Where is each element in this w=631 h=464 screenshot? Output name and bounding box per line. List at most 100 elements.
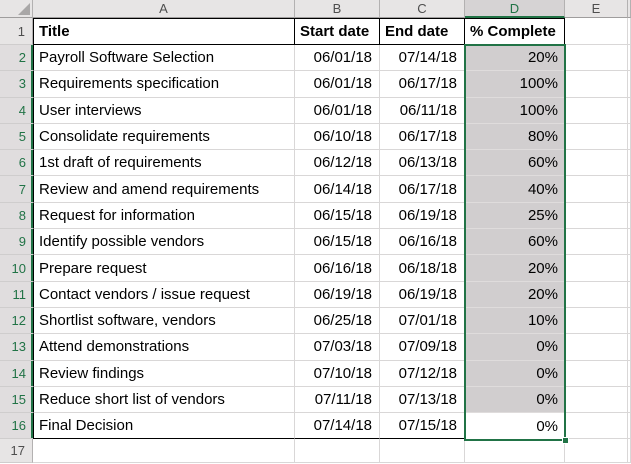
- cell-start-date[interactable]: 06/01/18: [295, 97, 380, 124]
- cell-empty[interactable]: [565, 45, 628, 72]
- cell-end-date[interactable]: 07/01/18: [380, 307, 465, 335]
- row-header[interactable]: 13: [0, 334, 33, 361]
- cell-percent[interactable]: 60%: [465, 150, 565, 177]
- cell-start-date[interactable]: 06/15/18: [295, 229, 380, 256]
- cell-percent[interactable]: 20%: [465, 281, 565, 308]
- header-cell-percent-complete[interactable]: % Complete: [465, 18, 565, 45]
- cell-title[interactable]: Payroll Software Selection: [33, 45, 295, 72]
- header-cell-title[interactable]: Title: [33, 18, 295, 45]
- fill-handle[interactable]: [562, 437, 569, 444]
- column-header-e[interactable]: E: [565, 0, 628, 18]
- cell-title[interactable]: Final Decision: [33, 413, 295, 440]
- row-header[interactable]: 6: [0, 150, 33, 177]
- cell-percent[interactable]: 20%: [465, 255, 565, 282]
- cell-title[interactable]: 1st draft of requirements: [33, 150, 295, 177]
- row-header[interactable]: 1: [0, 18, 33, 45]
- cell-empty[interactable]: [565, 281, 628, 308]
- row-header[interactable]: 9: [0, 229, 33, 256]
- cell-start-date[interactable]: 07/03/18: [295, 334, 380, 361]
- cell-empty[interactable]: [565, 360, 628, 387]
- cell-start-date[interactable]: 06/12/18: [295, 150, 380, 177]
- cell-percent[interactable]: 60%: [465, 229, 565, 256]
- cell-empty[interactable]: [565, 307, 628, 335]
- cell-title[interactable]: Reduce short list of vendors: [33, 386, 295, 414]
- cell-end-date[interactable]: 06/18/18: [380, 255, 465, 282]
- cell-start-date[interactable]: 06/15/18: [295, 202, 380, 230]
- column-header-d-selected[interactable]: D: [465, 0, 565, 18]
- column-header-a[interactable]: A: [33, 0, 295, 18]
- row-header[interactable]: 14: [0, 360, 33, 387]
- cell-percent[interactable]: 0%: [465, 413, 565, 440]
- cell-start-date[interactable]: 06/01/18: [295, 45, 380, 72]
- column-header-b[interactable]: B: [295, 0, 380, 18]
- select-all-corner[interactable]: [0, 0, 33, 18]
- cell-empty[interactable]: [565, 202, 628, 230]
- cell-percent[interactable]: 0%: [465, 334, 565, 361]
- cell-empty[interactable]: [565, 386, 628, 414]
- row-header[interactable]: 16: [0, 413, 33, 440]
- cell-percent[interactable]: [465, 439, 565, 464]
- cell-title[interactable]: Contact vendors / issue request: [33, 281, 295, 308]
- row-header[interactable]: 10: [0, 255, 33, 282]
- cell-end-date[interactable]: 07/15/18: [380, 413, 465, 440]
- cell-start-date[interactable]: 06/25/18: [295, 307, 380, 335]
- cell-end-date[interactable]: 07/09/18: [380, 334, 465, 361]
- row-header[interactable]: 15: [0, 386, 33, 414]
- cell-percent[interactable]: 10%: [465, 307, 565, 335]
- cell-end-date[interactable]: 06/11/18: [380, 97, 465, 124]
- cell-empty[interactable]: [565, 413, 628, 440]
- header-cell-end-date[interactable]: End date: [380, 18, 465, 45]
- cell-empty[interactable]: [565, 150, 628, 177]
- cell-start-date[interactable]: 06/10/18: [295, 123, 380, 151]
- row-header[interactable]: 17: [0, 439, 33, 464]
- cell-title[interactable]: Attend demonstrations: [33, 334, 295, 361]
- header-cell-start-date[interactable]: Start date: [295, 18, 380, 45]
- row-header[interactable]: 2: [0, 45, 33, 72]
- cell-end-date[interactable]: 06/19/18: [380, 281, 465, 308]
- cell-start-date[interactable]: 07/14/18: [295, 413, 380, 440]
- cell-title[interactable]: Review findings: [33, 360, 295, 387]
- row-header[interactable]: 4: [0, 97, 33, 124]
- cell-percent[interactable]: 100%: [465, 71, 565, 98]
- cell-title[interactable]: Review and amend requirements: [33, 176, 295, 203]
- cell-percent[interactable]: 100%: [465, 97, 565, 124]
- cell-end-date[interactable]: 06/16/18: [380, 229, 465, 256]
- row-header[interactable]: 5: [0, 123, 33, 151]
- cell-title[interactable]: Identify possible vendors: [33, 229, 295, 256]
- cell-empty[interactable]: [565, 176, 628, 203]
- cell-start-date[interactable]: 06/14/18: [295, 176, 380, 203]
- cell-percent[interactable]: 20%: [465, 45, 565, 72]
- row-header[interactable]: 8: [0, 202, 33, 230]
- cell-empty[interactable]: [565, 123, 628, 151]
- cell-title[interactable]: Shortlist software, vendors: [33, 307, 295, 335]
- cell-title[interactable]: Requirements specification: [33, 71, 295, 98]
- cell-end-date[interactable]: 06/19/18: [380, 202, 465, 230]
- cell-start-date[interactable]: [295, 439, 380, 464]
- cell-empty[interactable]: [565, 97, 628, 124]
- row-header[interactable]: 7: [0, 176, 33, 203]
- cell-title[interactable]: [33, 439, 295, 464]
- cell-end-date[interactable]: 06/17/18: [380, 123, 465, 151]
- cell-empty[interactable]: [565, 255, 628, 282]
- cell-percent[interactable]: 25%: [465, 202, 565, 230]
- cell-end-date[interactable]: 07/14/18: [380, 45, 465, 72]
- cell-percent[interactable]: 80%: [465, 123, 565, 151]
- column-header-c[interactable]: C: [380, 0, 465, 18]
- cell-start-date[interactable]: 07/10/18: [295, 360, 380, 387]
- cell-start-date[interactable]: 07/11/18: [295, 386, 380, 414]
- cell-title[interactable]: Consolidate requirements: [33, 123, 295, 151]
- row-header[interactable]: 12: [0, 307, 33, 335]
- cell-title[interactable]: Prepare request: [33, 255, 295, 282]
- cell-percent[interactable]: 0%: [465, 360, 565, 387]
- cell-empty[interactable]: [565, 71, 628, 98]
- cell-title[interactable]: Request for information: [33, 202, 295, 230]
- cell-title[interactable]: User interviews: [33, 97, 295, 124]
- cell-end-date[interactable]: 06/13/18: [380, 150, 465, 177]
- cell-end-date[interactable]: 06/17/18: [380, 71, 465, 98]
- cell-empty[interactable]: [565, 439, 628, 464]
- cell-start-date[interactable]: 06/16/18: [295, 255, 380, 282]
- cell-percent[interactable]: 0%: [465, 386, 565, 414]
- cell-empty[interactable]: [565, 334, 628, 361]
- cell-empty[interactable]: [565, 18, 628, 45]
- cell-start-date[interactable]: 06/01/18: [295, 71, 380, 98]
